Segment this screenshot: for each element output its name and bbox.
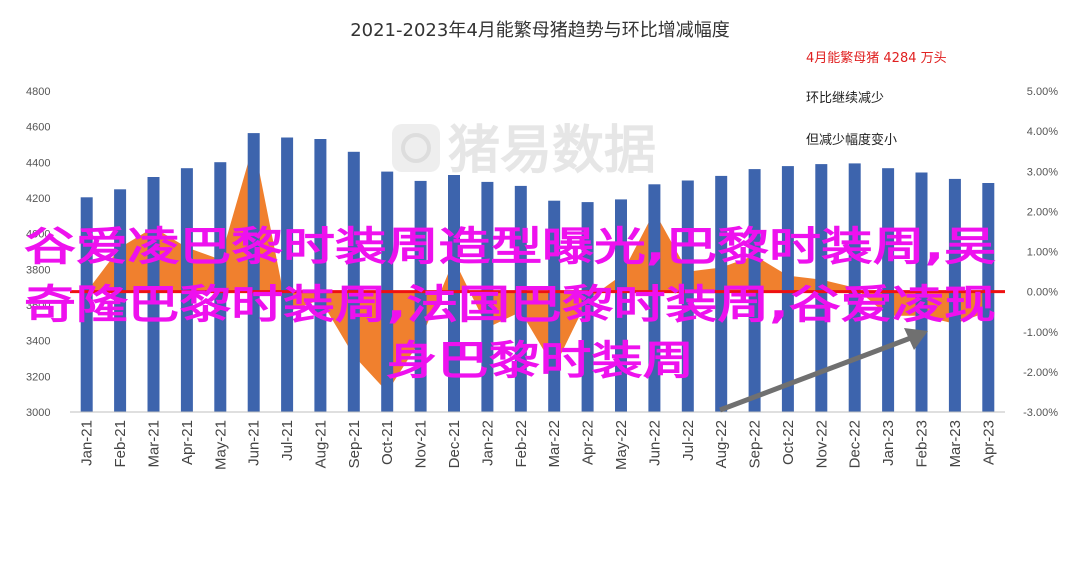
x-tick-label: Oct-22 — [780, 420, 797, 465]
x-tick-label: Jun-21 — [246, 420, 263, 466]
x-tick-label: Aug-21 — [312, 420, 329, 468]
x-tick-label: Feb-22 — [513, 420, 530, 468]
x-tick-label: May-22 — [613, 420, 630, 470]
bar-Aug-22 — [715, 175, 728, 412]
plot-area: 3000 3200 3400 3600 3800 4000 4200 4400 4600 4800… — [26, 86, 1058, 470]
bar-Apr-21 — [180, 168, 193, 412]
x-tick-label: Apr-23 — [980, 420, 997, 465]
bar-Sep-21 — [347, 151, 360, 413]
y-right-tick: 4.00% — [1027, 126, 1058, 138]
x-tick-label: Jul-21 — [279, 420, 296, 461]
watermark-text: 猪易数据 — [448, 121, 656, 181]
bar-Feb-21 — [114, 189, 127, 412]
bar-Jan-22 — [481, 181, 494, 412]
x-tick-label: Dec-22 — [847, 420, 864, 468]
x-tick-label: Sep-22 — [747, 420, 764, 468]
y-right-tick: 3.00% — [1027, 166, 1058, 178]
x-tick-label: Sep-21 — [346, 420, 363, 468]
bar-Mar-23 — [948, 178, 961, 412]
bar-Feb-22 — [514, 185, 527, 412]
y-right-tick: 1.00% — [1027, 247, 1058, 259]
x-tick-label: Apr-21 — [179, 420, 196, 465]
x-tick-label: Jul-22 — [680, 420, 697, 461]
trend-arrow — [719, 333, 917, 413]
area-mom-change — [86, 143, 989, 392]
y-left-tick: 4400 — [26, 157, 50, 169]
bar-Jan-23 — [882, 168, 895, 412]
x-tick-label: Jan-21 — [79, 420, 96, 466]
x-tick-label: Jun-22 — [646, 420, 663, 466]
y-left-tick: 3400 — [26, 336, 50, 348]
bar-Oct-22 — [781, 166, 794, 412]
bar-May-21 — [214, 162, 227, 412]
chart-title: 2021-2023年4月能繁母猪趋势与环比增减幅度 — [350, 20, 730, 41]
y-right-tick: 0.00% — [1027, 287, 1058, 299]
bar-May-22 — [615, 199, 627, 412]
bar-Mar-22 — [548, 200, 561, 412]
overlay-line: 谷爱凌巴黎时装周造型曝光,巴黎时装周,吴 — [24, 224, 996, 270]
x-tick-label: Jan-23 — [880, 420, 897, 466]
bar-Apr-23 — [982, 183, 995, 412]
x-tick-label: Feb-23 — [914, 420, 931, 468]
x-tick-label: Feb-21 — [112, 420, 129, 468]
trend-arrowhead-icon — [904, 328, 928, 350]
bar-Jul-22 — [681, 180, 694, 412]
y-left-tick: 3200 — [26, 371, 50, 383]
x-tick-label: Jan-22 — [479, 420, 496, 466]
x-tick-label: Dec-21 — [446, 420, 463, 468]
overlay-banner: 谷爱凌巴黎时装周造型曝光,巴黎时装周,吴奇隆巴黎时装周,法国巴黎时装周,谷爱凌现… — [24, 224, 996, 384]
y-left-tick: 3600 — [26, 300, 50, 312]
y-left-tick: 4200 — [26, 193, 50, 205]
bar-Aug-21 — [314, 139, 327, 412]
overlay-line: 身巴黎时装周 — [386, 338, 694, 384]
x-tick-label: Nov-22 — [813, 420, 830, 468]
x-tick-label: May-21 — [212, 420, 229, 470]
y-left-tick: 4000 — [26, 229, 50, 241]
overlay-line: 奇隆巴黎时装周,法国巴黎时装周,谷爱凌现 — [24, 282, 996, 328]
x-tick-label: Nov-21 — [413, 420, 430, 468]
bar-Apr-22 — [581, 202, 594, 412]
x-tick-label: Mar-22 — [546, 420, 563, 468]
bar-Mar-21 — [147, 177, 160, 412]
y-left-tick: 4800 — [26, 86, 50, 98]
annotation: 环比继续减少 — [806, 91, 884, 106]
bar-Dec-21 — [448, 175, 460, 412]
x-tick-label: Mar-21 — [145, 420, 162, 468]
y-right-tick: -3.00% — [1023, 407, 1058, 419]
annotation: 4月能繁母猪 4284 万头 — [806, 50, 947, 66]
y-right-tick: -1.00% — [1023, 327, 1058, 339]
y-right-tick: 5.00% — [1027, 86, 1058, 98]
annotation: 但减少幅度变小 — [806, 132, 897, 148]
bar-Nov-22 — [815, 164, 828, 412]
bar-Dec-22 — [848, 163, 861, 412]
y-right-tick: -2.00% — [1023, 367, 1058, 379]
x-tick-label: Aug-22 — [713, 420, 730, 468]
x-tick-label: Oct-21 — [379, 420, 396, 465]
y-right-tick: 2.00% — [1027, 206, 1058, 218]
x-tick-label: Mar-23 — [947, 420, 964, 468]
watermark-logo-icon — [392, 124, 440, 172]
bar-Jul-21 — [281, 137, 294, 412]
y-left-tick: 3800 — [26, 264, 50, 276]
y-left-tick: 4600 — [26, 122, 50, 134]
x-tick-label: Apr-22 — [580, 420, 597, 465]
bar-Nov-21 — [414, 180, 427, 412]
watermark: 猪易数据 — [392, 121, 656, 181]
bar-Jun-22 — [648, 184, 661, 412]
y-left-tick: 3000 — [26, 407, 50, 419]
bar-Jun-21 — [247, 133, 260, 412]
bar-Jan-21 — [80, 197, 93, 412]
